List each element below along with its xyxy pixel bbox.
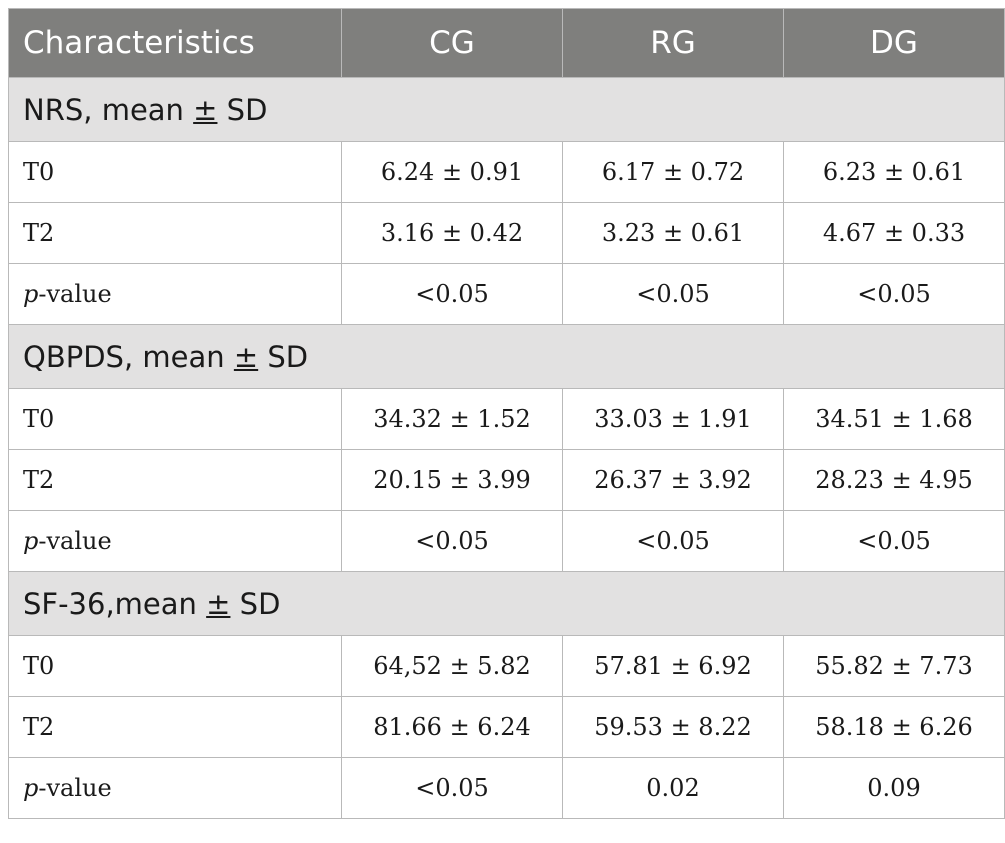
rg-value: 26.37 ± 3.92 xyxy=(562,449,784,511)
dg-value: 34.51 ± 1.68 xyxy=(783,388,1005,450)
dg-value: <0.05 xyxy=(783,263,1005,325)
rg-value: 57.81 ± 6.92 xyxy=(562,635,784,697)
cg-value: <0.05 xyxy=(341,757,563,819)
header-rg: RG xyxy=(562,8,784,78)
dg-value: 58.18 ± 6.26 xyxy=(783,696,1005,758)
row-label: T0 xyxy=(8,388,342,450)
cg-value: 81.66 ± 6.24 xyxy=(341,696,563,758)
row-label: p-value xyxy=(8,263,342,325)
cg-value: <0.05 xyxy=(341,263,563,325)
p-rest: -value xyxy=(38,774,112,802)
table-row: T0 34.32 ± 1.52 33.03 ± 1.91 34.51 ± 1.6… xyxy=(8,388,1005,450)
rg-value: 59.53 ± 8.22 xyxy=(562,696,784,758)
table-row: T2 20.15 ± 3.99 26.37 ± 3.92 28.23 ± 4.9… xyxy=(8,449,1005,511)
table-row: p-value <0.05 <0.05 <0.05 xyxy=(8,263,1005,325)
dg-value: 55.82 ± 7.73 xyxy=(783,635,1005,697)
table-row: T2 81.66 ± 6.24 59.53 ± 8.22 58.18 ± 6.2… xyxy=(8,696,1005,758)
cg-value: 3.16 ± 0.42 xyxy=(341,202,563,264)
dg-value: 4.67 ± 0.33 xyxy=(783,202,1005,264)
rg-value: 6.17 ± 0.72 xyxy=(562,141,784,203)
table-row: p-value <0.05 0.02 0.09 xyxy=(8,757,1005,819)
dg-value: 6.23 ± 0.61 xyxy=(783,141,1005,203)
rg-value: 0.02 xyxy=(562,757,784,819)
dg-value: <0.05 xyxy=(783,510,1005,572)
dg-value: 0.09 xyxy=(783,757,1005,819)
cg-value: 6.24 ± 0.91 xyxy=(341,141,563,203)
section-row-qbpds: QBPDS, mean ± SD xyxy=(8,324,1005,389)
header-cg: CG xyxy=(341,8,563,78)
dg-value: 28.23 ± 4.95 xyxy=(783,449,1005,511)
row-label: T2 xyxy=(8,202,342,264)
row-label: p-value xyxy=(8,510,342,572)
cg-value: 34.32 ± 1.52 xyxy=(341,388,563,450)
results-table: Characteristics CG RG DG NRS, mean ± SD … xyxy=(8,8,1005,819)
table-row: T2 3.16 ± 0.42 3.23 ± 0.61 4.67 ± 0.33 xyxy=(8,202,1005,264)
rg-value: <0.05 xyxy=(562,263,784,325)
table-row: p-value <0.05 <0.05 <0.05 xyxy=(8,510,1005,572)
row-label: p-value xyxy=(8,757,342,819)
section-row-sf36: SF-36,mean ± SD xyxy=(8,571,1005,636)
rg-value: 33.03 ± 1.91 xyxy=(562,388,784,450)
section-row-nrs: NRS, mean ± SD xyxy=(8,77,1005,142)
table-row: T0 6.24 ± 0.91 6.17 ± 0.72 6.23 ± 0.61 xyxy=(8,141,1005,203)
table-row: T0 64,52 ± 5.82 57.81 ± 6.92 55.82 ± 7.7… xyxy=(8,635,1005,697)
rg-value: <0.05 xyxy=(562,510,784,572)
p-rest: -value xyxy=(38,527,112,555)
section-title: NRS, mean ± SD xyxy=(8,77,1005,142)
cg-value: <0.05 xyxy=(341,510,563,572)
row-label: T0 xyxy=(8,141,342,203)
p-italic: p xyxy=(23,280,39,308)
p-italic: p xyxy=(23,774,39,802)
p-italic: p xyxy=(23,527,39,555)
section-title: SF-36,mean ± SD xyxy=(8,571,1005,636)
row-label: T2 xyxy=(8,449,342,511)
header-dg: DG xyxy=(783,8,1005,78)
row-label: T0 xyxy=(8,635,342,697)
header-characteristics: Characteristics xyxy=(8,8,342,78)
cg-value: 64,52 ± 5.82 xyxy=(341,635,563,697)
p-rest: -value xyxy=(38,280,112,308)
header-row: Characteristics CG RG DG xyxy=(8,8,1005,78)
rg-value: 3.23 ± 0.61 xyxy=(562,202,784,264)
section-title: QBPDS, mean ± SD xyxy=(8,324,1005,389)
row-label: T2 xyxy=(8,696,342,758)
cg-value: 20.15 ± 3.99 xyxy=(341,449,563,511)
